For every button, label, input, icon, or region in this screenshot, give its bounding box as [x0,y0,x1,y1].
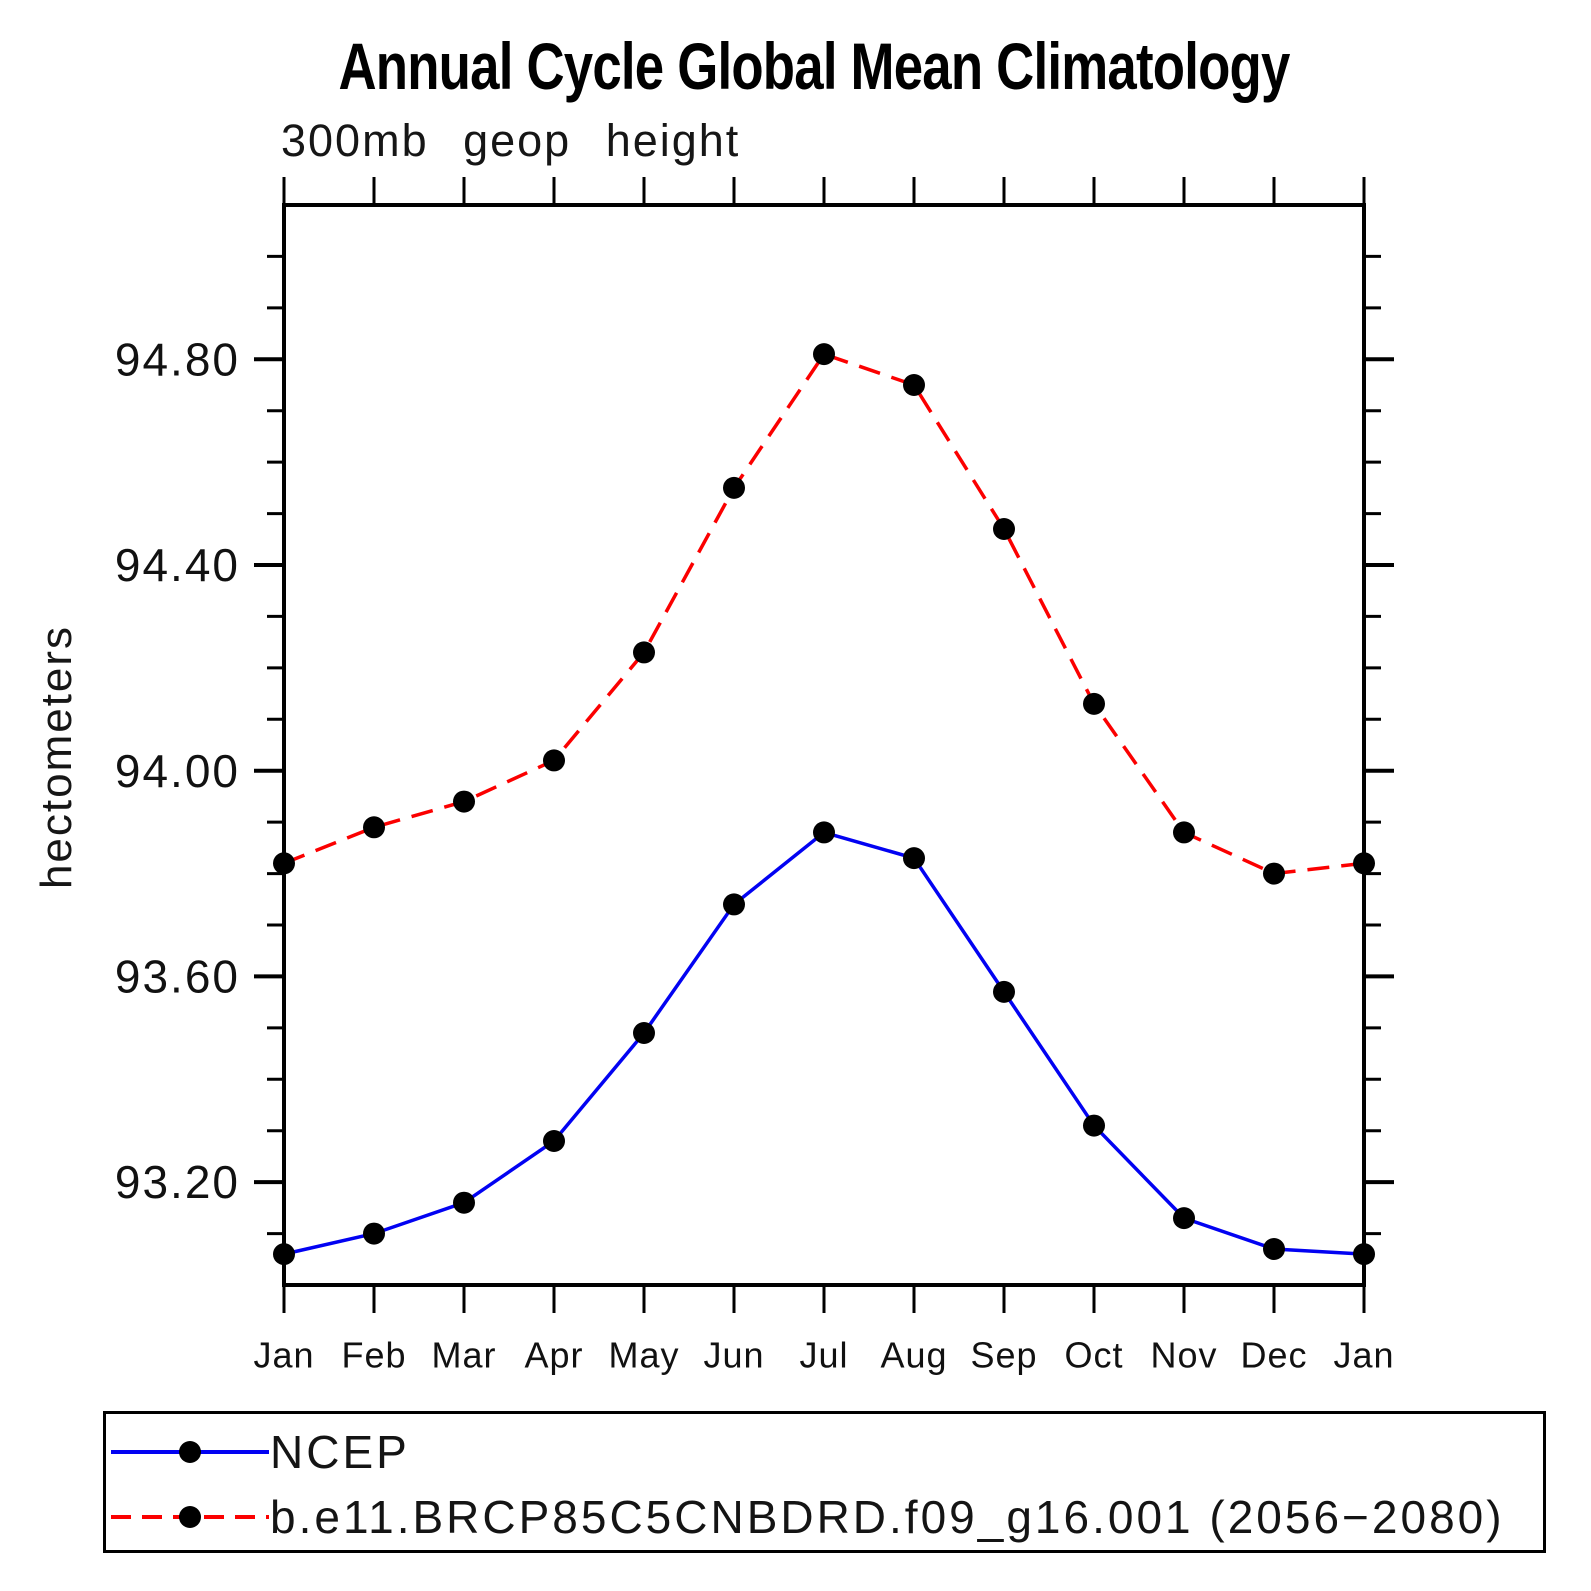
data-point-marker [813,821,835,844]
series-line-ncep [283,830,1365,1256]
data-point-marker [453,1191,475,1214]
y-axis-tick-label: 94.40 [115,539,240,591]
x-axis-tick-label: Feb [341,1335,406,1376]
y-axis-tick-label: 93.60 [115,951,240,1003]
data-point-marker [1353,1243,1375,1266]
y-axis-tick-label: 94.00 [115,745,240,797]
x-axis-tick-label: Apr [524,1335,583,1376]
legend-label-model: b.e11.BRCP85C5CNBDRD.f09_g16.001 (2056−2… [270,1491,1505,1543]
x-axis-tick-label: Jun [703,1335,764,1376]
x-axis-tick-label: Mar [432,1335,497,1376]
legend: NCEP b.e11.BRCP85C5CNBDRD.f09_g16.001 (2… [103,1411,1546,1553]
data-point-marker [543,749,565,772]
data-point-marker [1263,862,1285,885]
chart-subtitle: 300mb geop height [281,115,741,166]
legend-sample-ncep [111,1427,269,1477]
data-point-marker [363,816,385,839]
data-point-marker [1083,692,1105,715]
legend-marker-dot-icon [179,1506,201,1528]
x-axis-tick-label: Nov [1150,1335,1217,1376]
legend-marker-dot-icon [179,1441,201,1463]
x-axis-tick-label: Oct [1064,1335,1123,1376]
x-axis-tick-label: Aug [880,1335,947,1376]
x-axis-tick-label: Dec [1240,1335,1307,1376]
legend-sample-model [111,1492,269,1542]
data-point-marker [633,641,655,664]
data-point-marker [1353,852,1375,875]
legend-row-model: b.e11.BRCP85C5CNBDRD.f09_g16.001 (2056−2… [106,1491,1543,1543]
y-axis-tick-label: 94.80 [115,333,240,385]
x-axis-tick-label: Jul [799,1335,848,1376]
plot-border [282,203,1366,1287]
data-point-marker [903,847,925,870]
x-axis-tick-label: Jan [1333,1335,1394,1376]
data-point-marker [1173,821,1195,844]
data-point-marker [273,1243,295,1266]
data-point-marker [1173,1207,1195,1230]
data-point-marker [273,852,295,875]
data-point-marker [903,374,925,396]
legend-label-ncep: NCEP [270,1426,410,1478]
data-point-marker [723,476,745,499]
chart-plot-area: Jan Feb Mar Apr May Jun Jul Aug Sep Oct Nov Dec Jan 9… [115,177,1394,1376]
y-axis-tick-label: 93.20 [115,1156,240,1208]
data-point-marker [993,518,1015,540]
data-point-marker [543,1130,565,1152]
data-point-marker [633,1022,655,1044]
data-point-marker [1263,1238,1285,1260]
x-axis-tick-label: May [608,1335,679,1376]
data-point-marker [453,790,475,813]
x-axis-tick-label: Jan [253,1335,314,1376]
x-axis-tick-label: Sep [970,1335,1037,1376]
data-point-marker [813,343,835,366]
series-line-model [283,352,1365,876]
data-point-marker [993,980,1015,1003]
data-point-marker [1083,1114,1105,1137]
legend-row-ncep: NCEP [106,1426,1543,1478]
chart-title: Annual Cycle Global Mean Climatology [338,29,1290,103]
data-point-marker [723,893,745,916]
data-point-marker [363,1222,385,1245]
